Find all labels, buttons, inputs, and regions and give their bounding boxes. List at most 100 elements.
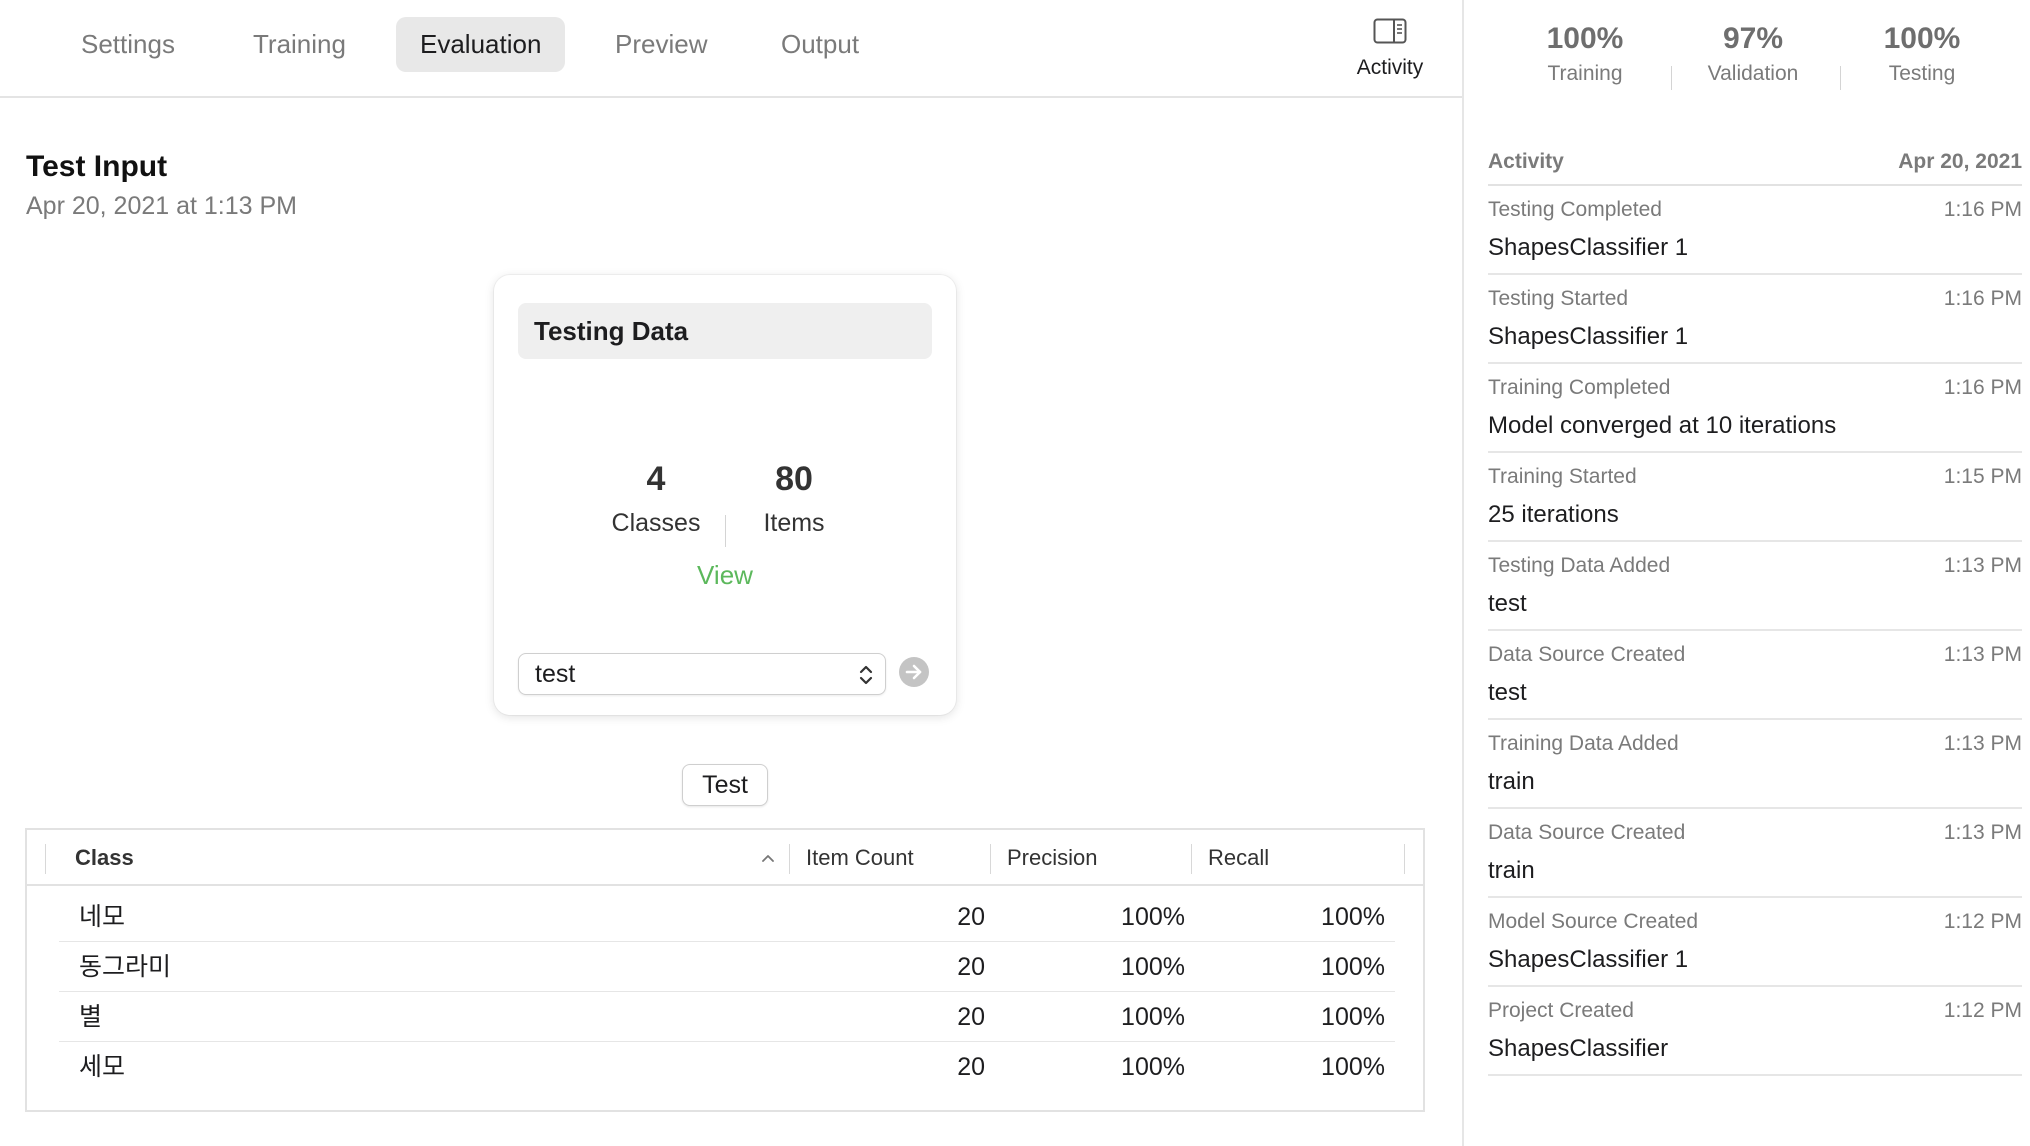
cell-precision: 100% (1121, 1003, 1185, 1031)
column-separator (789, 844, 790, 874)
metric-validation: 97% Validation (1678, 22, 1828, 86)
cell-recall: 100% (1321, 1003, 1385, 1031)
activity-item-detail: test (1488, 679, 1527, 706)
cell-item-count: 20 (957, 953, 985, 981)
activity-item-title: Data Source Created (1488, 643, 1686, 666)
activity-item-title: Testing Data Added (1488, 554, 1671, 577)
activity-header-date: Apr 20, 2021 (1898, 150, 2022, 173)
tab-bar: Settings Training Evaluation Preview Out… (0, 0, 1462, 98)
activity-item: Testing Data Added 1:13 PM test (1488, 542, 2022, 631)
activity-sidebar: 100% Training 97% Validation 100% Testin… (1464, 0, 2030, 1146)
table-row[interactable]: 동그라미 20 100% 100% (59, 942, 1395, 992)
activity-item-detail: ShapesClassifier 1 (1488, 946, 1689, 973)
tab-evaluation[interactable]: Evaluation (396, 17, 566, 72)
activity-item-time: 1:13 PM (1943, 732, 2022, 755)
cell-class: 네모 (79, 903, 126, 931)
activity-toggle-button[interactable]: Activity (1340, 14, 1440, 90)
tab-preview[interactable]: Preview (615, 29, 708, 59)
column-header-class[interactable]: Class (75, 845, 134, 870)
tab-training[interactable]: Training (253, 29, 346, 59)
test-button[interactable]: Test (682, 764, 768, 806)
card-header: Testing Data (518, 303, 932, 359)
activity-item: Training Completed 1:16 PM Model converg… (1488, 364, 2022, 453)
page-title: Test Input (26, 150, 168, 183)
activity-item: Data Source Created 1:13 PM test (1488, 631, 2022, 720)
activity-item: Testing Started 1:16 PM ShapesClassifier… (1488, 275, 2022, 364)
classes-label: Classes (611, 509, 701, 537)
view-link[interactable]: View (697, 560, 753, 590)
metric-training-value: 100% (1546, 22, 1624, 55)
activity-item: Project Created 1:12 PM ShapesClassifier (1488, 987, 2022, 1076)
table-row[interactable]: 별 20 100% 100% (59, 992, 1395, 1042)
table-row[interactable]: 네모 20 100% 100% (59, 892, 1395, 942)
column-header-precision[interactable]: Precision (1007, 845, 1098, 870)
items-label: Items (763, 509, 825, 537)
up-down-chevron-icon (859, 665, 873, 685)
cell-item-count: 20 (957, 1053, 985, 1081)
activity-item-title: Testing Completed (1488, 198, 1662, 221)
cell-precision: 100% (1121, 1053, 1185, 1081)
activity-item-detail: train (1488, 857, 1535, 884)
activity-item-title: Testing Started (1488, 287, 1629, 310)
testing-data-card: Testing Data 4 Classes 80 Items View tes… (494, 275, 956, 715)
main-pane: Settings Training Evaluation Preview Out… (0, 0, 1462, 1112)
activity-item-time: 1:15 PM (1943, 465, 2022, 488)
cell-precision: 100% (1121, 903, 1185, 931)
activity-item-time: 1:13 PM (1943, 554, 2022, 577)
cell-recall: 100% (1321, 1053, 1385, 1081)
activity-item: Training Started 1:15 PM 25 iterations (1488, 453, 2022, 542)
tab-settings[interactable]: Settings (81, 29, 175, 59)
sidebar-icon (1373, 18, 1407, 44)
column-separator (1404, 844, 1405, 874)
go-arrow-button[interactable] (899, 657, 929, 687)
column-header-item-count[interactable]: Item Count (806, 845, 914, 870)
activity-item-detail: ShapesClassifier (1488, 1035, 1669, 1062)
activity-item-title: Data Source Created (1488, 821, 1686, 844)
metric-testing-value: 100% (1883, 22, 1961, 55)
cell-item-count: 20 (957, 1003, 985, 1031)
activity-item-title: Training Data Added (1488, 732, 1679, 755)
cell-recall: 100% (1321, 953, 1385, 981)
activity-item-time: 1:16 PM (1943, 376, 2022, 399)
activity-item: Data Source Created 1:13 PM train (1488, 809, 2022, 898)
sort-ascending-icon (762, 855, 774, 862)
activity-item-time: 1:13 PM (1943, 821, 2022, 844)
data-source-select-value: test (535, 660, 576, 688)
pane-divider[interactable] (1462, 0, 1464, 1146)
cell-class: 세모 (79, 1053, 126, 1081)
activity-item-title: Project Created (1488, 999, 1634, 1022)
results-table: Class Item Count Precision Recall 네모 20 … (25, 828, 1425, 1112)
metric-training: 100% Training (1510, 22, 1660, 86)
column-separator (45, 844, 46, 874)
activity-item-detail: 25 iterations (1488, 501, 1619, 528)
column-header-recall[interactable]: Recall (1208, 845, 1270, 870)
activity-item: Training Data Added 1:13 PM train (1488, 720, 2022, 809)
activity-toggle-label: Activity (1356, 56, 1424, 79)
activity-header-title: Activity (1488, 150, 1564, 173)
activity-item-detail: test (1488, 590, 1527, 617)
metric-training-label: Training (1547, 62, 1623, 85)
activity-item-title: Model Source Created (1488, 910, 1699, 933)
cell-class: 별 (79, 1003, 103, 1031)
metric-validation-label: Validation (1707, 62, 1799, 85)
cell-item-count: 20 (957, 903, 985, 931)
activity-item-detail: ShapesClassifier 1 (1488, 234, 1689, 261)
arrow-right-icon (905, 664, 922, 680)
column-separator (1191, 844, 1192, 874)
classes-stat: 4 Classes (586, 460, 726, 538)
items-stat: 80 Items (724, 460, 864, 538)
metric-testing-label: Testing (1888, 62, 1956, 85)
page-subtitle-date: Apr 20, 2021 at 1:13 PM (26, 192, 298, 220)
activity-item-time: 1:12 PM (1943, 910, 2022, 933)
activity-item-time: 1:13 PM (1943, 643, 2022, 666)
cell-recall: 100% (1321, 903, 1385, 931)
metric-separator (1671, 66, 1672, 90)
table-row[interactable]: 세모 20 100% 100% (59, 1042, 1395, 1092)
data-source-select[interactable]: test (518, 653, 886, 695)
activity-header: Activity Apr 20, 2021 (1488, 138, 2022, 186)
activity-item-title: Training Completed (1488, 376, 1671, 399)
activity-item: Model Source Created 1:12 PM ShapesClass… (1488, 898, 2022, 987)
tab-output[interactable]: Output (781, 29, 860, 59)
metric-separator (1840, 66, 1841, 90)
activity-item-detail: ShapesClassifier 1 (1488, 323, 1689, 350)
